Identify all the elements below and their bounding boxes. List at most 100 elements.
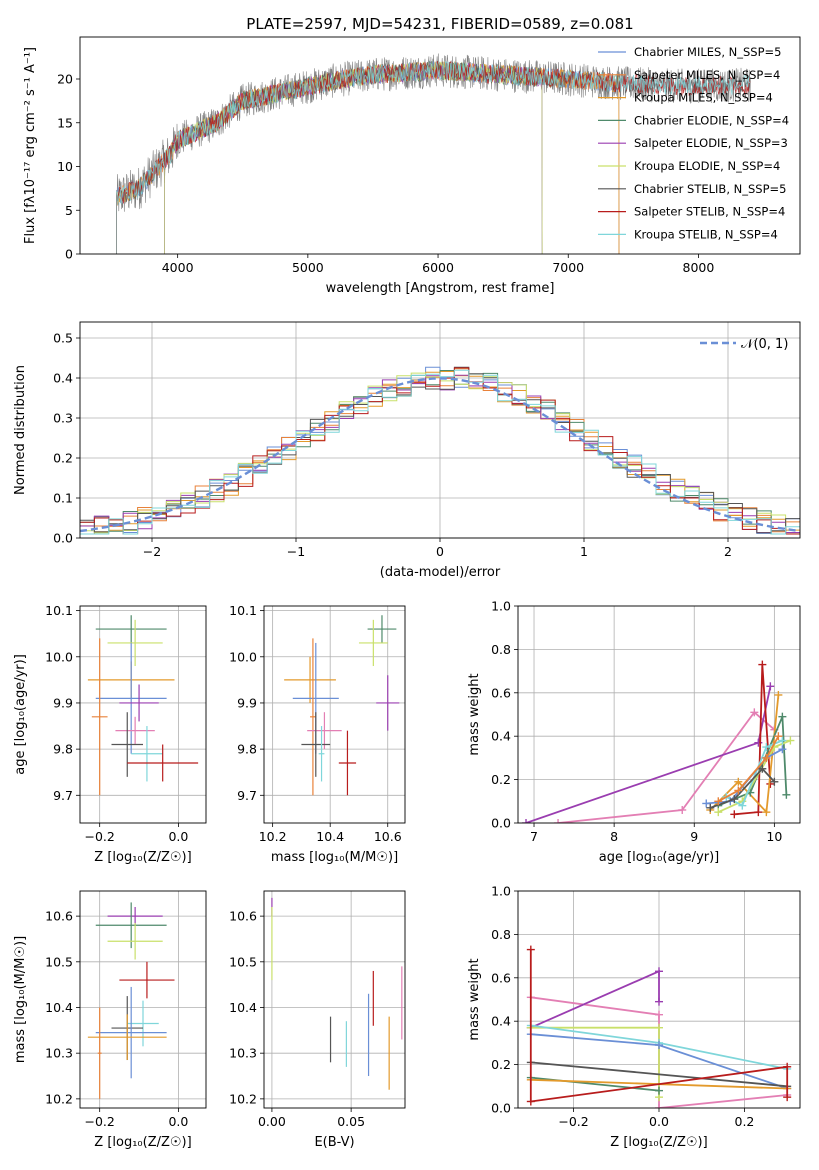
x-axis-label: wavelength [Angstrom, rest frame] bbox=[326, 281, 555, 296]
legend-label: Kroupa STELIB, N_SSP=4 bbox=[634, 227, 778, 241]
legend-label: Chabrier MILES, N_SSP=5 bbox=[634, 45, 781, 59]
plot-area-spectrum bbox=[116, 53, 751, 254]
y-tick-label: 10.5 bbox=[229, 954, 257, 969]
plot-area-z_vs_mass bbox=[87, 902, 175, 1099]
y-tick-label: 9.8 bbox=[237, 742, 257, 757]
legend-label: Salpeter MILES, N_SSP=4 bbox=[634, 68, 780, 82]
plot-area-mass_vs_age bbox=[284, 615, 400, 796]
y-tick-label: 10.3 bbox=[229, 1046, 257, 1061]
x-tick-label: 8000 bbox=[683, 260, 715, 275]
spectrum-model-line bbox=[164, 60, 543, 254]
y-tick-label: 0.0 bbox=[491, 816, 511, 831]
y-tick-label: 10.0 bbox=[229, 649, 257, 664]
y-axis-label: mass [log₁₀(M/M☉)] bbox=[13, 936, 28, 1063]
x-tick-label: −0.2 bbox=[85, 1114, 115, 1129]
y-tick-label: 0.0 bbox=[53, 531, 73, 546]
x-tick-label: 0.05 bbox=[337, 1114, 365, 1129]
y-tick-label: 10.1 bbox=[45, 603, 73, 618]
figure-title: PLATE=2597, MJD=54231, FIBERID=0589, z=0… bbox=[246, 15, 633, 33]
axes-frame bbox=[517, 605, 801, 824]
legend-label: Kroupa MILES, N_SSP=4 bbox=[634, 91, 773, 105]
plot-area-z_vs_age bbox=[87, 615, 199, 796]
y-tick-label: 5 bbox=[65, 203, 73, 218]
x-tick-label: 10.4 bbox=[316, 829, 344, 844]
weight-line bbox=[717, 735, 780, 803]
axes-frame bbox=[79, 605, 207, 824]
x-tick-label: −0.2 bbox=[85, 829, 115, 844]
histogram-step-line bbox=[80, 369, 800, 535]
y-tick-label: 0.8 bbox=[491, 642, 511, 657]
y-tick-label: 0.5 bbox=[53, 331, 73, 346]
y-tick-label: 9.8 bbox=[53, 742, 73, 757]
legend-label: Salpeter ELODIE, N_SSP=3 bbox=[634, 136, 788, 150]
y-tick-label: 0.3 bbox=[53, 411, 73, 426]
spectrum-model-line bbox=[116, 61, 751, 254]
y-tick-label: 0.4 bbox=[491, 1014, 511, 1029]
x-tick-label: 10.2 bbox=[259, 829, 287, 844]
plot-area-age_vs_weight bbox=[522, 660, 795, 823]
x-tick-label: 0.2 bbox=[735, 1114, 755, 1129]
x-tick-label: 7000 bbox=[552, 260, 584, 275]
y-tick-label: 15 bbox=[57, 115, 73, 130]
panel-z_vs_age: −0.2 0.0 9.7 9.8 9.9 10.0 10.1 Z [log₁₀(Z/Z☉)] a… bbox=[13, 603, 207, 865]
axes-frame bbox=[79, 890, 207, 1109]
y-tick-label: 0.2 bbox=[491, 772, 511, 787]
y-tick-label: 10 bbox=[57, 159, 73, 174]
x-axis-label: Z [log₁₀(Z/Z☉)] bbox=[94, 850, 191, 865]
y-tick-label: 10.2 bbox=[229, 1091, 257, 1106]
axes-frame bbox=[79, 36, 801, 255]
panel-residuals: −2 −1 0 1 2 0.0 0.1 0.2 0.3 0.4 0.5 (data-model)/er… bbox=[13, 321, 801, 580]
panel-z_vs_mass: −0.2 0.0 10.2 10.3 10.4 10.5 10.6 Z [log₁₀(Z/Z☉… bbox=[13, 890, 207, 1150]
x-tick-label: 1 bbox=[580, 544, 588, 559]
panel-z_vs_weight: −0.2 0.0 0.2 0.0 0.2 0.4 0.6 0.8 1.0 Z [log₁₀(Z/Z… bbox=[467, 884, 801, 1150]
legend-label: Salpeter STELIB, N_SSP=4 bbox=[634, 205, 785, 219]
y-tick-label: 0.2 bbox=[491, 1057, 511, 1072]
x-tick-label: 4000 bbox=[162, 260, 194, 275]
y-tick-label: 0.1 bbox=[53, 491, 73, 506]
y-axis-label: mass weight bbox=[467, 958, 482, 1040]
weight-line bbox=[709, 767, 776, 809]
y-tick-label: 10.6 bbox=[45, 909, 73, 924]
y-tick-label: 10.4 bbox=[229, 1000, 257, 1015]
y-tick-label: 20 bbox=[57, 72, 73, 87]
x-axis-label: mass [log₁₀(M/M☉)] bbox=[271, 850, 398, 865]
axes-frame bbox=[263, 605, 406, 824]
y-tick-label: 1.0 bbox=[491, 599, 511, 614]
y-tick-label: 0 bbox=[65, 247, 73, 262]
panel-age_vs_weight: 7 8 9 10 0.0 0.2 0.4 0.6 0.8 1.0 age [log₁₀(age/yr… bbox=[467, 599, 801, 865]
legend-label: Chabrier STELIB, N_SSP=5 bbox=[634, 182, 786, 196]
y-tick-label: 9.9 bbox=[237, 695, 257, 710]
x-tick-label: 8 bbox=[610, 829, 618, 844]
y-tick-label: 0.2 bbox=[53, 451, 73, 466]
x-tick-label: 9 bbox=[690, 829, 698, 844]
y-tick-label: 0.4 bbox=[53, 371, 73, 386]
axes-frame bbox=[263, 890, 406, 1109]
y-tick-label: 0.4 bbox=[491, 729, 511, 744]
y-axis-label: Normed distribution bbox=[13, 365, 28, 495]
y-tick-label: 10.5 bbox=[45, 954, 73, 969]
legend-label: 𝒩(0, 1) bbox=[741, 337, 788, 352]
x-tick-label: 5000 bbox=[292, 260, 324, 275]
x-tick-label: 10 bbox=[766, 829, 782, 844]
x-axis-label: (data-model)/error bbox=[380, 565, 501, 580]
x-tick-label: 7 bbox=[530, 829, 538, 844]
y-tick-label: 0.6 bbox=[491, 970, 511, 985]
x-axis-label: Z [log₁₀(Z/Z☉)] bbox=[94, 1135, 191, 1150]
x-tick-label: −0.2 bbox=[558, 1114, 588, 1129]
weight-line bbox=[530, 1061, 788, 1088]
y-tick-label: 9.7 bbox=[53, 788, 73, 803]
y-tick-label: 10.1 bbox=[229, 603, 257, 618]
panel-mass_vs_age: 10.2 10.4 10.6 9.7 9.8 9.9 10.0 10.1 mass [log₁₀… bbox=[229, 603, 406, 865]
y-tick-label: 10.2 bbox=[45, 1091, 73, 1106]
legend-label: Kroupa ELODIE, N_SSP=4 bbox=[634, 159, 780, 173]
y-axis-label: age [log₁₀(age/yr)] bbox=[13, 654, 28, 775]
plot-area-ebv_vs_mass bbox=[271, 897, 403, 1090]
x-tick-label: 0.00 bbox=[258, 1114, 286, 1129]
y-tick-label: 9.7 bbox=[237, 788, 257, 803]
x-tick-label: 2 bbox=[724, 544, 732, 559]
x-axis-label: age [log₁₀(age/yr)] bbox=[599, 850, 720, 865]
legend-label: Chabrier ELODIE, N_SSP=4 bbox=[634, 113, 789, 127]
y-tick-label: 10.3 bbox=[45, 1046, 73, 1061]
plot-area-z_vs_weight bbox=[526, 945, 792, 1108]
